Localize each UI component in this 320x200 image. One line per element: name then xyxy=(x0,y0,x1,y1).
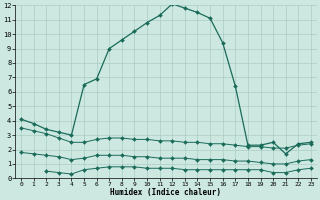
X-axis label: Humidex (Indice chaleur): Humidex (Indice chaleur) xyxy=(110,188,221,197)
